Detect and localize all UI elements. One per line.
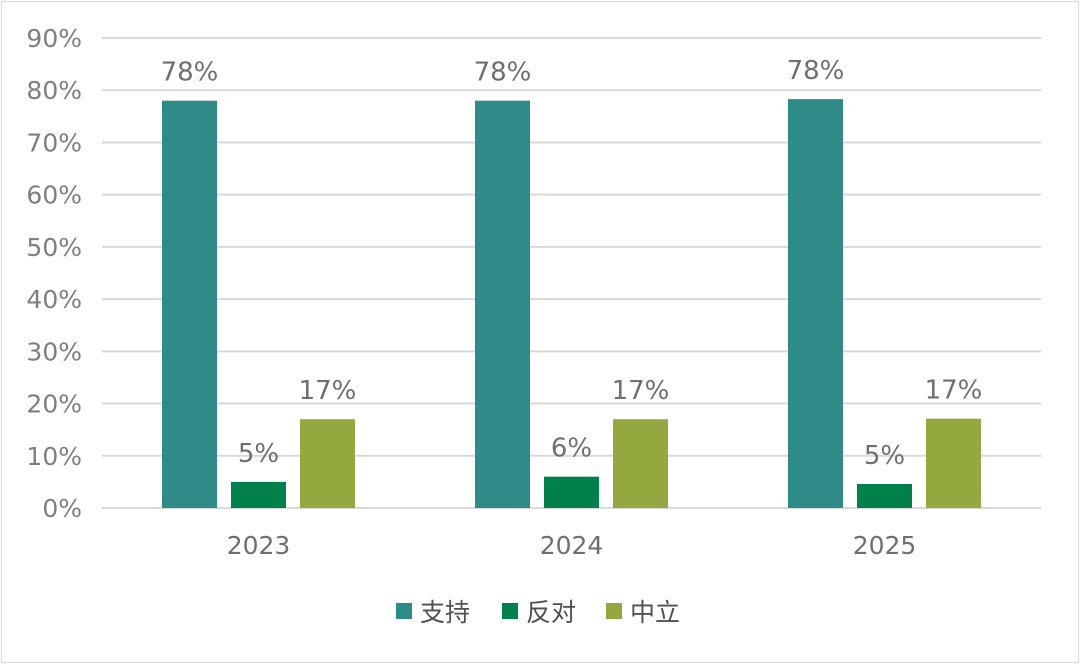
bar-2024-series-2 xyxy=(613,419,668,508)
legend-swatch xyxy=(502,603,518,619)
bar-2025-series-1 xyxy=(857,483,912,508)
bars xyxy=(162,99,981,509)
x-category-label: 2024 xyxy=(540,531,604,560)
data-label: 5% xyxy=(238,439,279,469)
data-label: 78% xyxy=(474,58,532,88)
data-label: 17% xyxy=(299,376,357,406)
bar-2023-series-2 xyxy=(300,419,355,508)
bar-2024-series-0 xyxy=(475,100,530,509)
bar-2024-series-1 xyxy=(544,476,599,508)
y-tick-label: 30% xyxy=(26,337,82,366)
legend-label: 支持 xyxy=(420,598,470,627)
y-tick-label: 60% xyxy=(26,181,82,210)
data-label: 6% xyxy=(551,434,592,464)
legend: 支持 反对 中立 xyxy=(396,598,680,627)
x-category-label: 2025 xyxy=(853,531,917,560)
y-tick-label: 20% xyxy=(26,390,82,419)
data-labels: 78% 5% 17% 78% 6% 17% 78% 5% 17% xyxy=(161,56,983,471)
bar-2025-series-0 xyxy=(788,99,843,508)
data-label: 78% xyxy=(161,58,219,88)
legend-label: 反对 xyxy=(526,598,576,627)
data-label: 17% xyxy=(612,376,670,406)
data-label: 17% xyxy=(925,376,983,406)
y-tick-label: 80% xyxy=(26,76,82,105)
legend-swatch xyxy=(606,603,622,619)
x-category-label: 2023 xyxy=(227,531,291,560)
bar-2023-series-0 xyxy=(162,100,217,509)
legend-swatch xyxy=(396,603,412,619)
y-tick-label: 10% xyxy=(26,442,82,471)
data-label: 5% xyxy=(864,441,905,471)
y-axis-ticks: 0% 10% 20% 30% 40% 50% 60% 70% 80% 90% xyxy=(26,24,82,523)
y-tick-label: 40% xyxy=(26,285,82,314)
bar-2023-series-1 xyxy=(231,481,286,508)
y-tick-label: 50% xyxy=(26,233,82,262)
bar-2025-series-2 xyxy=(926,418,981,508)
y-tick-label: 70% xyxy=(26,128,82,157)
legend-label: 中立 xyxy=(630,598,680,627)
y-tick-label: 90% xyxy=(26,24,82,53)
data-label: 78% xyxy=(787,56,845,86)
x-axis-categories: 2023 2024 2025 xyxy=(227,531,917,560)
y-tick-label: 0% xyxy=(42,494,82,523)
